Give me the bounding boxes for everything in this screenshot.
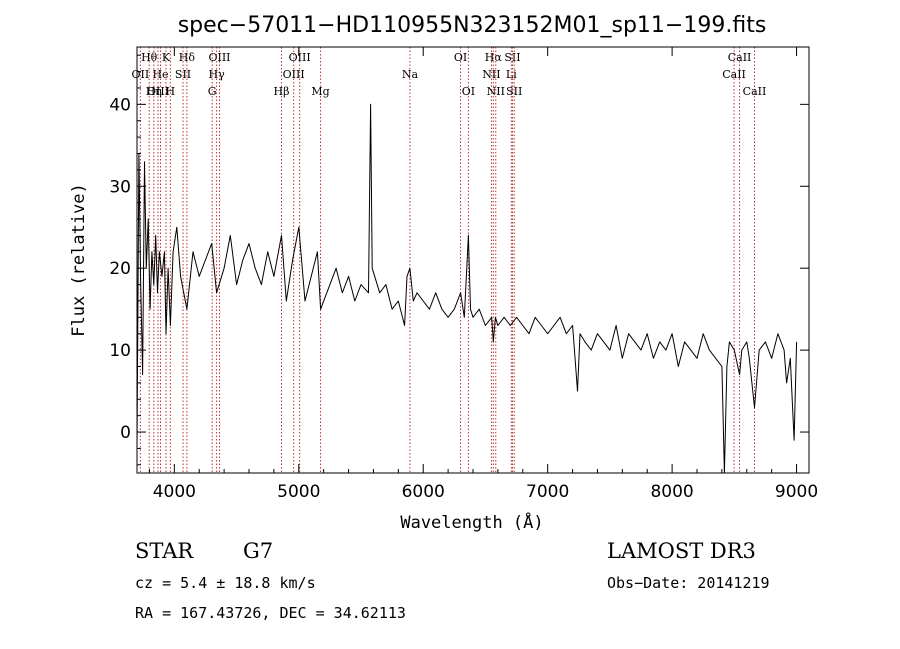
- spectral-line-label: Hθ: [141, 51, 158, 64]
- plot-frame: [136, 46, 810, 474]
- chart-title: spec−57011−HD110955N323152M01_sp11−199.f…: [178, 13, 767, 38]
- spectral-line-label: OII: [132, 68, 150, 81]
- spectral-line-label: Mg: [311, 85, 329, 98]
- x-tick-label: 5000: [277, 482, 320, 502]
- spectral-line-label: Hγ: [209, 68, 226, 81]
- spectral-line-label: NII: [487, 85, 505, 98]
- spectrum-line: [136, 103, 798, 474]
- spectral-line-label: OIII: [147, 85, 169, 98]
- spectral-line-label: K: [162, 51, 171, 64]
- x-tick-label: 6000: [402, 482, 445, 502]
- spectral-line-label: OIII: [289, 51, 311, 64]
- spectrum-series: [136, 103, 798, 474]
- object-subclass: G7: [243, 539, 274, 563]
- spectral-line-label: SII: [506, 85, 522, 98]
- spectral-line-label: Hβ: [274, 85, 290, 98]
- y-tick-label: 10: [109, 341, 131, 361]
- spectral-line-label: SII: [504, 51, 520, 64]
- y-axis-label: Flux (relative): [69, 183, 89, 337]
- spectral-line-label: OIII: [283, 68, 305, 81]
- y-tick-label: 20: [109, 259, 131, 279]
- spectral-line-label: G: [208, 85, 217, 98]
- x-tick-label: 4000: [153, 482, 196, 502]
- obs-date-text: Obs−Date: 20141219: [607, 574, 770, 592]
- spectral-line-label: OI: [462, 85, 475, 98]
- spectrum-chart: spec−57011−HD110955N323152M01_sp11−199.f…: [69, 13, 818, 533]
- x-tick-label: 7000: [526, 482, 569, 502]
- spectral-line-label: CaII: [722, 68, 746, 81]
- spectral-line-label: Li: [506, 68, 517, 81]
- x-axis-label: Wavelength (Å): [400, 511, 543, 533]
- spectral-line-label: CaII: [728, 51, 752, 64]
- spectral-line-label: H: [166, 85, 176, 98]
- spectral-line-label: SII: [175, 68, 191, 81]
- y-tick-label: 0: [120, 423, 131, 443]
- spectral-line-label: CaII: [743, 85, 767, 98]
- object-class: STAR: [135, 539, 194, 563]
- spectral-line-label: He: [152, 68, 168, 81]
- x-tick-label: 9000: [775, 482, 818, 502]
- redshift-text: cz = 5.4 ± 18.8 km/s: [135, 574, 316, 592]
- spectral-line-label: Hδ: [179, 51, 196, 64]
- spectral-line-markers: Hθ OII OIII He Hη K H SII Hδ OIII Hγ G Hβ OIII OIII Mg N…: [132, 47, 767, 473]
- spectral-line-label: OI: [454, 51, 467, 64]
- spectral-line-label: Na: [402, 68, 419, 81]
- x-tick-label: 8000: [650, 482, 693, 502]
- spectral-line-label: Hη: [146, 85, 162, 98]
- y-tick-label: 30: [109, 177, 131, 197]
- survey-name: LAMOST DR3: [607, 539, 756, 563]
- axis-ticks: 4000 5000 6000 7000 8000 9000 0 10 20 30 40: [109, 47, 818, 502]
- coordinates-text: RA = 167.43726, DEC = 34.62113: [135, 604, 406, 622]
- y-tick-label: 40: [109, 95, 131, 115]
- spectral-line-label: NII: [482, 68, 500, 81]
- spectral-line-label: Hα: [485, 51, 503, 64]
- spectral-line-label: OIII: [208, 51, 230, 64]
